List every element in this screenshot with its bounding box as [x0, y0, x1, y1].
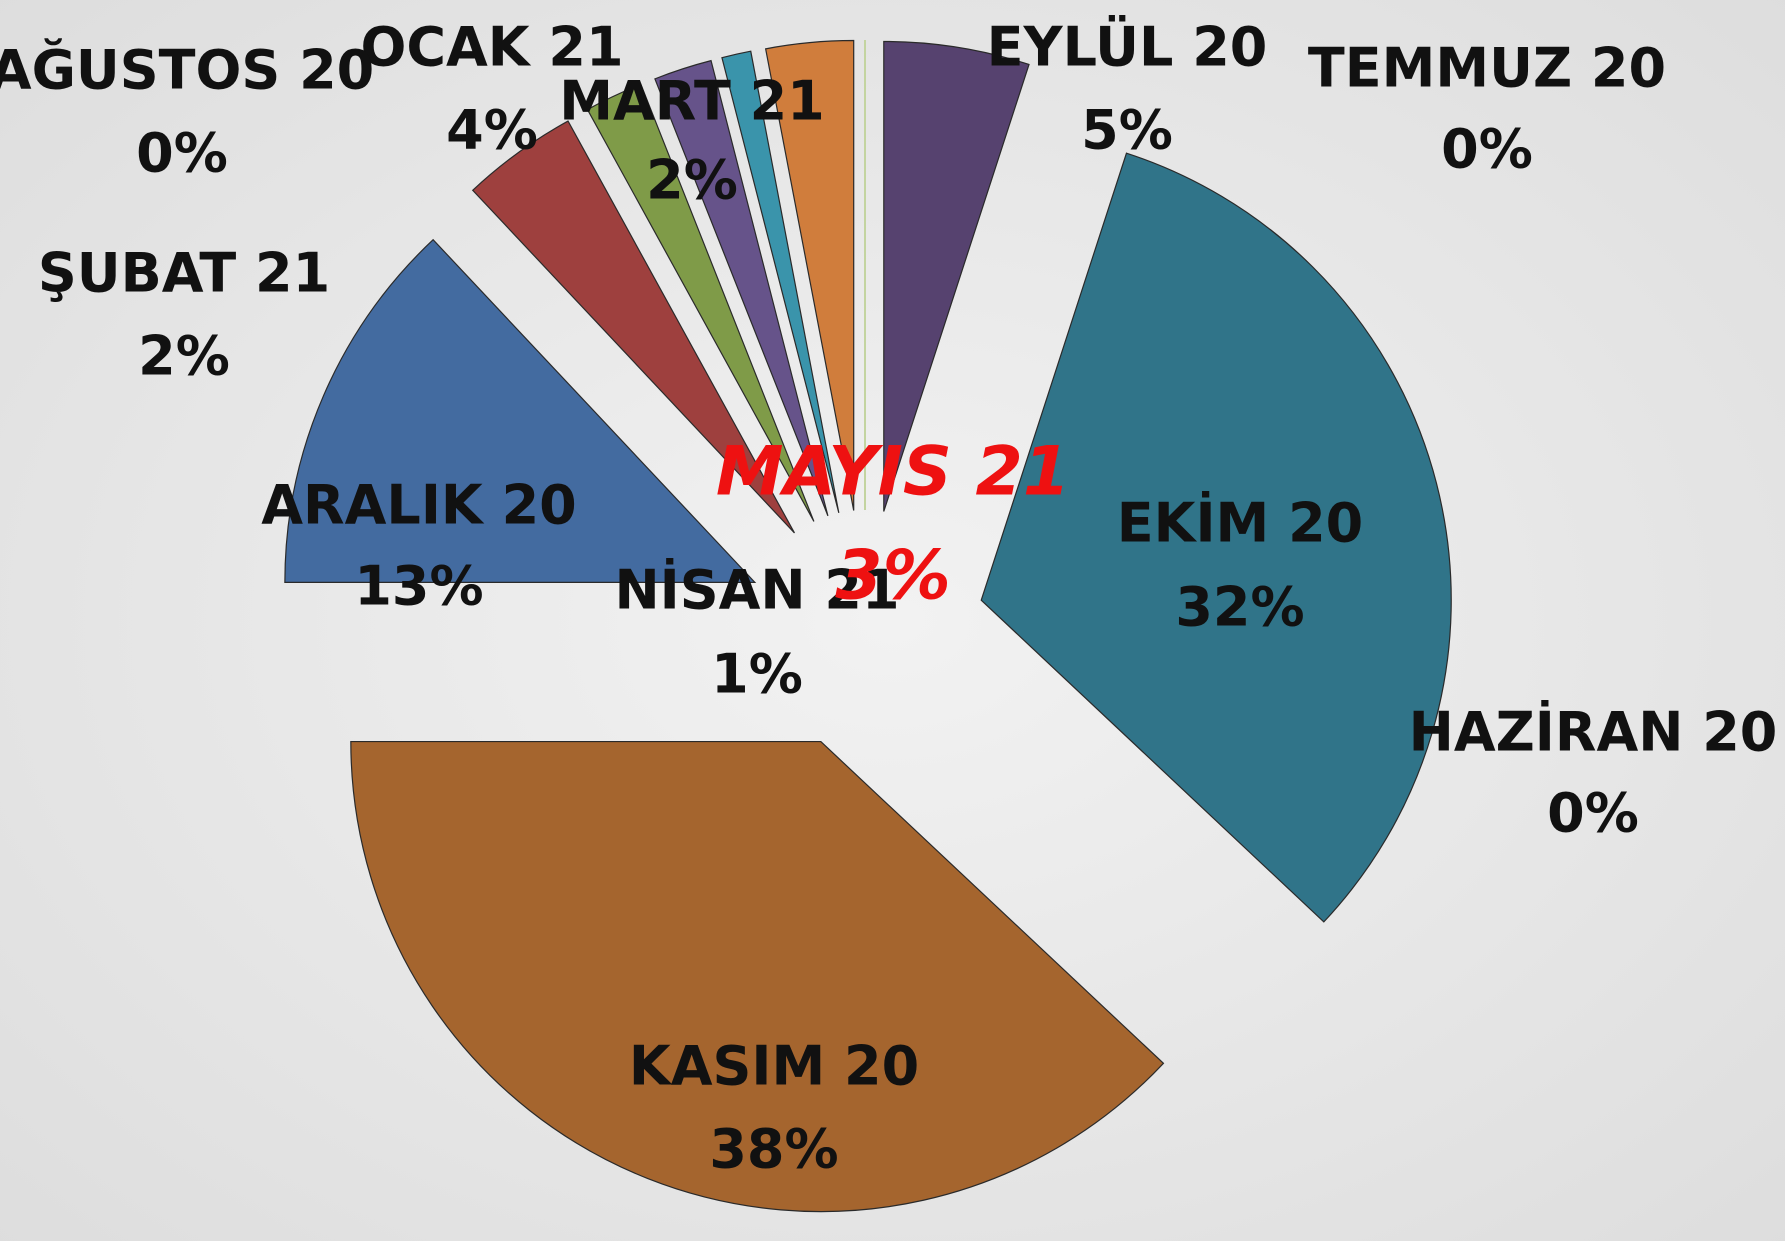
- slice-label: ARALIK 20: [261, 474, 576, 537]
- slice-value-label: 1%: [711, 643, 803, 706]
- slice: [764, 39, 855, 511]
- slice-label: AĞUSTOS 20: [0, 39, 374, 102]
- slice-value-label: 2%: [138, 325, 230, 388]
- slice-label: OCAK 21: [360, 16, 623, 79]
- slice-value-label: 0%: [136, 122, 228, 185]
- pie: [284, 39, 1452, 1213]
- slice-value-label: 2%: [646, 149, 738, 212]
- slice-label: ŞUBAT 21: [38, 242, 330, 305]
- slice-value-label: 4%: [446, 99, 538, 162]
- slice-value-label: 13%: [354, 555, 483, 618]
- labels: ARALIK 20 13% OCAK 21 4% ŞUBAT 21 2% MART 21 2%…: [0, 16, 1777, 1181]
- slice-label: TEMMUZ 20: [1308, 37, 1666, 100]
- slice-value-label: 5%: [1081, 99, 1173, 162]
- slice-label: EYLÜL 20: [987, 16, 1268, 79]
- slice-value-label: 32%: [1175, 576, 1304, 639]
- slice-value-label: 3%: [835, 537, 950, 616]
- slice: [980, 152, 1452, 923]
- slice-value-label: 38%: [709, 1118, 838, 1181]
- slice-label: NİSAN 21: [614, 559, 899, 622]
- slice-label: HAZİRAN 20: [1409, 701, 1778, 764]
- slice: [721, 50, 840, 514]
- slice: [586, 83, 815, 522]
- slice-value-label: 0%: [1547, 782, 1639, 845]
- slice-label: EKİM 20: [1117, 492, 1364, 555]
- slice-label: MART 21: [559, 70, 824, 133]
- slice-value-label: 0%: [1441, 118, 1533, 181]
- slice-label: KASIM 20: [629, 1035, 919, 1098]
- slice: [883, 40, 1030, 512]
- slice: [654, 59, 829, 517]
- slice-label: MAYIS 21: [716, 433, 1070, 512]
- slice: [471, 120, 795, 534]
- slice: [350, 740, 1165, 1213]
- slice: [284, 238, 757, 583]
